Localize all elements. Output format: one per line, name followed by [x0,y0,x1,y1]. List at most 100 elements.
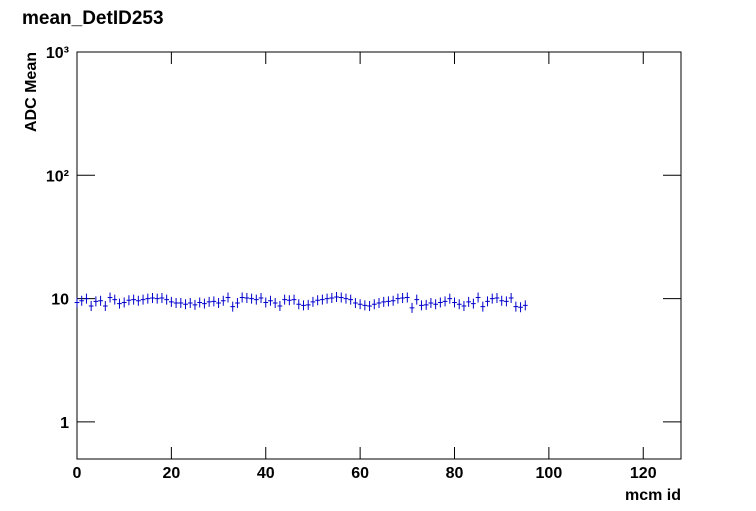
data-point [381,296,387,307]
data-point [428,298,434,309]
data-point [291,294,297,305]
data-point [272,298,278,309]
data-point [409,302,415,313]
data-point [301,300,306,311]
data-point [447,293,453,304]
data-point [305,299,311,310]
x-tick-label: 0 [73,465,82,482]
data-point [513,301,519,312]
data-point [296,299,302,310]
data-point [126,295,132,306]
data-point [522,300,528,311]
data-point [485,296,490,307]
data-point [169,296,174,307]
data-point [202,298,207,309]
data-point [320,294,325,305]
data-point [357,299,363,310]
data-point [239,292,245,303]
data-point [456,299,462,310]
data-point [249,293,254,304]
data-point [452,297,457,308]
y-tick-label: 1 [60,415,69,432]
data-point [348,294,354,305]
x-tick-label: 100 [536,465,563,482]
data-point [183,299,188,310]
data-point [423,299,429,310]
data-point [140,294,146,305]
data-point [390,295,396,306]
data-point [84,293,89,304]
data-point [404,292,410,303]
x-tick-label: 40 [257,465,275,482]
data-point [145,293,151,304]
data-point [192,299,198,310]
data-point [518,302,523,313]
data-point [433,299,438,310]
chart-title: mean_DetID253 [22,8,164,29]
data-point [235,298,240,309]
x-tick-label: 80 [446,465,464,482]
data-point [471,298,476,309]
y-axis-label: ADC Mean [23,52,40,132]
data-point [353,298,358,309]
data-point [310,296,316,307]
data-point [244,293,250,304]
data-point [164,294,170,305]
data-point [395,293,401,304]
data-point [117,298,122,309]
data-point [286,295,292,306]
data-point [79,295,85,306]
data-point [98,295,103,306]
data-point [508,293,514,304]
data-point [461,301,467,312]
data-point [74,297,80,308]
data-point [489,293,495,304]
data-point [442,296,448,307]
data-point [206,296,212,307]
data-point [494,293,500,304]
data-point [220,295,226,306]
plot-frame [76,51,682,460]
y-tick-label: 10 [51,292,69,309]
data-point [211,296,217,307]
data-point [187,298,193,309]
data-point [400,293,405,304]
data-point [135,295,141,306]
data-point [475,292,481,303]
data-point [93,296,99,307]
data-point [386,296,391,307]
data-point [480,301,486,312]
data-point [499,295,505,306]
data-point [173,298,179,309]
y-tick-label: 10² [46,168,69,185]
data-point [253,294,259,305]
data-point [315,295,321,306]
data-point [343,293,349,304]
y-tick-label: 10³ [46,45,69,62]
data-point [102,301,108,312]
data-point [504,296,509,307]
data-point [112,294,118,305]
x-axis-label: mcm id [625,487,681,504]
data-point [466,296,472,307]
data-point [367,301,372,312]
data-point [150,293,155,304]
x-tick-label: 20 [162,465,180,482]
data-point [419,300,424,311]
data-point [338,292,344,303]
data-point [362,300,368,311]
data-point [414,294,420,305]
data-point [107,292,113,303]
data-point [154,293,160,304]
data-point [230,301,236,312]
data-point [334,292,339,303]
data-point [197,297,203,308]
data-point [159,293,165,304]
data-point [263,297,269,308]
data-point [437,297,443,308]
data-point [277,301,283,312]
data-point [216,298,221,309]
data-point [371,299,377,310]
data-point [282,294,287,305]
